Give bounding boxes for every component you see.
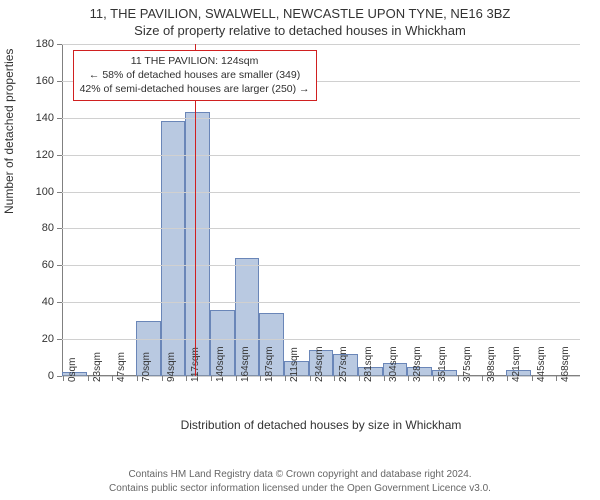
x-tick-mark [458, 376, 459, 381]
x-tick-label: 304sqm [388, 346, 399, 382]
x-tick-mark [186, 376, 187, 381]
gridline [62, 302, 580, 303]
x-tick-mark [260, 376, 261, 381]
x-tick-mark [285, 376, 286, 381]
gridline [62, 155, 580, 156]
gridline [62, 192, 580, 193]
y-tick-mark [57, 376, 62, 377]
callout-line: 11 THE PAVILION: 124sqm [80, 54, 310, 68]
x-tick-label: 211sqm [289, 347, 300, 382]
x-tick-mark [162, 376, 163, 381]
y-tick-mark [57, 339, 62, 340]
x-tick-label: 328sqm [412, 346, 423, 382]
x-tick-mark [236, 376, 237, 381]
x-tick-mark [112, 376, 113, 381]
x-tick-mark [433, 376, 434, 381]
x-tick-mark [532, 376, 533, 381]
x-tick-label: 468sqm [560, 346, 571, 382]
y-tick-mark [57, 192, 62, 193]
x-tick-mark [482, 376, 483, 381]
y-tick-label: 60 [42, 259, 54, 271]
y-tick-label: 100 [36, 186, 54, 198]
y-tick-mark [57, 155, 62, 156]
x-tick-mark [88, 376, 89, 381]
x-tick-mark [310, 376, 311, 381]
x-tick-label: 140sqm [215, 346, 226, 382]
gridline [62, 44, 580, 45]
x-tick-mark [63, 376, 64, 381]
x-tick-mark [408, 376, 409, 381]
x-tick-label: 445sqm [536, 346, 547, 382]
x-tick-mark [211, 376, 212, 381]
x-tick-label: 375sqm [462, 346, 473, 382]
x-tick-label: 70sqm [141, 352, 152, 382]
histogram-bar [161, 121, 186, 376]
y-tick-mark [57, 265, 62, 266]
callout-line: 42% of semi-detached houses are larger (… [80, 82, 310, 96]
y-tick-mark [57, 302, 62, 303]
x-tick-label: 281sqm [363, 346, 374, 382]
gridline [62, 228, 580, 229]
y-tick-label: 20 [42, 333, 54, 345]
chart-subtitle: Size of property relative to detached ho… [0, 21, 600, 38]
y-tick-label: 140 [36, 112, 54, 124]
y-tick-mark [57, 81, 62, 82]
y-tick-label: 0 [48, 370, 54, 382]
x-tick-label: 421sqm [511, 346, 522, 382]
y-tick-mark [57, 44, 62, 45]
x-tick-mark [556, 376, 557, 381]
x-tick-label: 257sqm [338, 346, 349, 382]
footer: Contains HM Land Registry data © Crown c… [0, 468, 600, 496]
y-tick-label: 180 [36, 38, 54, 50]
x-tick-label: 398sqm [486, 346, 497, 382]
footer-line-1: Contains HM Land Registry data © Crown c… [0, 468, 600, 482]
y-tick-label: 120 [36, 149, 54, 161]
histogram-bar [185, 112, 210, 376]
chart-title: 11, THE PAVILION, SWALWELL, NEWCASTLE UP… [0, 0, 600, 21]
y-tick-label: 40 [42, 296, 54, 308]
x-tick-mark [334, 376, 335, 381]
x-axis-label: Distribution of detached houses by size … [62, 418, 580, 432]
x-tick-mark [507, 376, 508, 381]
y-tick-mark [57, 118, 62, 119]
callout-box: 11 THE PAVILION: 124sqm← 58% of detached… [73, 50, 317, 101]
x-tick-label: 164sqm [240, 346, 251, 382]
gridline [62, 265, 580, 266]
y-tick-label: 160 [36, 75, 54, 87]
x-tick-label: 187sqm [264, 346, 275, 382]
x-tick-mark [359, 376, 360, 381]
callout-line: ← 58% of detached houses are smaller (34… [80, 68, 310, 82]
x-tick-mark [384, 376, 385, 381]
footer-line-2: Contains public sector information licen… [0, 482, 600, 496]
x-tick-label: 351sqm [437, 346, 448, 382]
x-tick-label: 94sqm [166, 352, 177, 382]
y-axis-label: Number of detached properties [2, 49, 16, 214]
x-tick-label: 0sqm [67, 358, 78, 382]
y-tick-mark [57, 228, 62, 229]
y-tick-label: 80 [42, 222, 54, 234]
x-tick-label: 47sqm [116, 352, 127, 382]
x-tick-label: 23sqm [92, 352, 103, 382]
gridline [62, 339, 580, 340]
plot-area: 0204060801001201401601800sqm23sqm47sqm70… [62, 44, 580, 376]
x-tick-label: 234sqm [314, 346, 325, 382]
x-tick-mark [137, 376, 138, 381]
gridline [62, 118, 580, 119]
